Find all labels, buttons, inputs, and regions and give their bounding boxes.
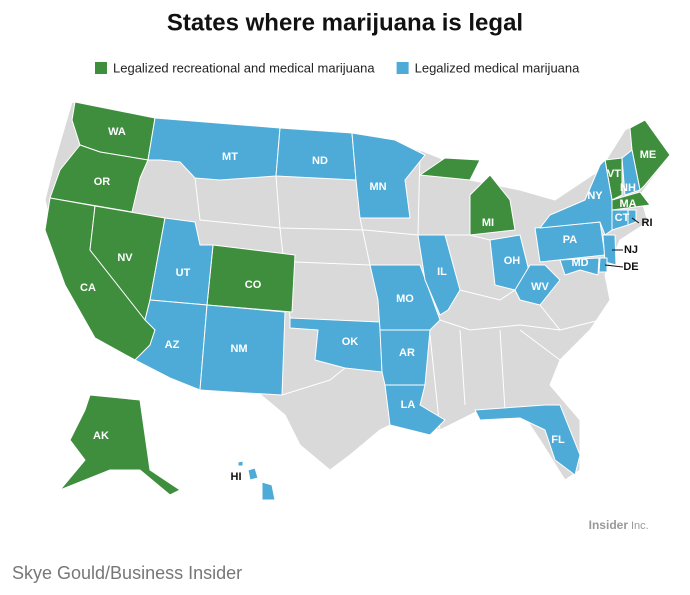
state-label: PA <box>563 234 578 246</box>
state-label: IL <box>437 266 447 278</box>
leader-line <box>631 217 640 224</box>
state-label: CO <box>245 279 262 291</box>
state-shape <box>237 460 244 467</box>
state-label: MI <box>482 217 494 229</box>
state-label: MA <box>619 198 636 210</box>
state-label: LA <box>401 399 416 411</box>
legend-swatch <box>95 62 107 74</box>
state-label: MT <box>222 151 238 163</box>
state-shape <box>598 257 608 273</box>
state-label: AR <box>399 347 415 359</box>
state-label: UT <box>176 267 191 279</box>
state-label: DE <box>623 261 638 273</box>
state-label: CT <box>615 212 630 224</box>
legend: Legalized recreational and medical marij… <box>95 60 580 75</box>
state-label: MD <box>571 257 588 269</box>
state-shape <box>474 404 581 476</box>
state-shape <box>621 149 641 196</box>
legend-label: Legalized medical marijuana <box>415 60 581 75</box>
state-label: FL <box>551 434 565 446</box>
state-shape <box>351 132 426 219</box>
state-label: WA <box>108 126 126 138</box>
state-label: AZ <box>165 339 180 351</box>
state-label: ME <box>640 149 657 161</box>
legend-swatch <box>396 62 409 74</box>
state-label: NY <box>587 190 603 202</box>
state-labels: WA OR CA NV CO MI ME VT MA AK MT ND MN UT AZ NM OK MO AR LA… <box>80 126 656 483</box>
state-shape <box>261 481 276 501</box>
state-shape <box>559 257 600 276</box>
state-shape <box>49 144 149 213</box>
credit: Skye Gould/Business Insider <box>12 563 242 583</box>
state-label: OH <box>504 255 521 267</box>
logo-suffix: Inc. <box>631 520 649 532</box>
state-shape <box>469 174 516 236</box>
state-label: MO <box>396 293 414 305</box>
state-label: NM <box>230 343 247 355</box>
state-shape <box>199 304 286 396</box>
state-shape <box>384 384 446 436</box>
state-label: NJ <box>624 244 638 256</box>
state-label: OR <box>94 176 111 188</box>
state-shape <box>247 467 259 481</box>
state-shape <box>419 157 481 181</box>
state-label: VT <box>607 168 621 180</box>
states <box>44 101 671 501</box>
state-label: CA <box>80 282 96 294</box>
state-label: ND <box>312 155 328 167</box>
state-label: RI <box>642 217 653 229</box>
state-label: OK <box>342 336 359 348</box>
state-shape <box>417 234 461 316</box>
state-shape <box>627 209 637 226</box>
leader-line <box>604 264 624 268</box>
title: States where marijuana is legal <box>167 9 523 36</box>
state-label: HI <box>231 471 242 483</box>
legend-label: Legalized recreational and medical marij… <box>113 60 375 75</box>
state-label: MN <box>369 181 386 193</box>
logo: Insider <box>589 518 629 532</box>
state-label: NV <box>117 252 133 264</box>
state-label: NH <box>620 182 636 194</box>
state-shape <box>514 264 561 306</box>
state-label: WV <box>531 281 549 293</box>
state-shape <box>59 394 181 496</box>
state-label: AK <box>93 430 109 442</box>
